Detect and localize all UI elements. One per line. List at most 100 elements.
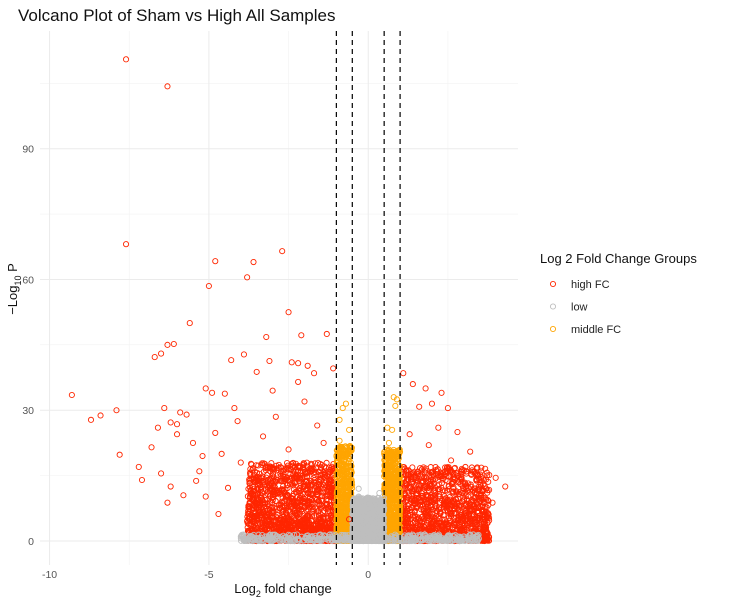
data-point [258, 515, 265, 522]
data-point [326, 502, 333, 509]
data-point [269, 514, 276, 521]
data-point [283, 492, 290, 499]
data-point [269, 464, 277, 471]
data-point [255, 462, 262, 469]
data-point [319, 493, 326, 500]
data-point [276, 524, 283, 531]
data-point [258, 495, 265, 502]
data-point [258, 486, 265, 493]
data-point [311, 468, 318, 475]
data-point [301, 525, 308, 532]
data-point [254, 515, 261, 522]
data-point [328, 463, 335, 470]
data-point [274, 512, 281, 519]
data-point [310, 522, 317, 529]
data-point [247, 472, 254, 479]
grid-major [40, 31, 518, 565]
data-point [293, 488, 300, 496]
data-point [258, 461, 265, 468]
data-point [436, 515, 443, 523]
data-point [290, 471, 297, 478]
data-point [321, 471, 328, 478]
data-point [273, 523, 281, 530]
data-point [409, 464, 416, 471]
data-point [272, 524, 279, 532]
data-point [328, 493, 335, 500]
data-point [290, 513, 297, 520]
data-point [296, 521, 303, 528]
data-point [278, 517, 285, 524]
data-point [316, 475, 323, 483]
data-point [283, 505, 290, 512]
data-point [291, 507, 299, 515]
data-point [316, 513, 323, 520]
data-point [289, 463, 296, 470]
data-point [246, 484, 253, 491]
data-point [320, 509, 327, 516]
data-point [301, 460, 308, 467]
data-point [263, 496, 270, 503]
data-point [298, 506, 305, 513]
data-point [297, 463, 304, 470]
data-point [328, 482, 335, 489]
data-point [278, 464, 285, 471]
data-point [259, 523, 266, 530]
data-point [329, 485, 336, 492]
data-point [276, 501, 283, 508]
data-point [319, 526, 326, 533]
data-point [272, 497, 279, 504]
data-point [284, 493, 291, 500]
data-point [293, 502, 300, 509]
data-point [304, 526, 311, 533]
data-point [304, 489, 311, 496]
data-point [290, 490, 297, 497]
data-point [300, 495, 307, 502]
data-point [254, 486, 261, 493]
data-point [246, 478, 253, 485]
data-point [253, 469, 260, 476]
data-point [305, 468, 312, 476]
data-point [290, 498, 297, 505]
data-point [293, 473, 300, 480]
data-point [286, 477, 293, 484]
data-point [245, 507, 252, 514]
data-point [255, 525, 262, 532]
data-point [282, 465, 289, 472]
data-point [290, 500, 297, 507]
data-point [250, 485, 258, 492]
data-point [261, 460, 268, 467]
data-point [272, 518, 279, 525]
data-point [244, 520, 251, 527]
data-point [272, 484, 279, 491]
data-point [313, 505, 320, 512]
data-point [323, 497, 330, 504]
data-point [312, 460, 319, 467]
data-point [250, 465, 257, 472]
data-point [266, 464, 274, 471]
data-point [265, 522, 272, 530]
data-point [252, 521, 259, 528]
data-point [256, 470, 263, 477]
data-point [260, 501, 267, 508]
data-point [265, 511, 272, 518]
data-point [251, 519, 258, 526]
data-point [268, 486, 275, 493]
data-point [279, 473, 286, 480]
data-point [307, 477, 314, 484]
data-point [293, 467, 300, 474]
data-point [245, 521, 253, 528]
data-point [279, 509, 286, 516]
data-point [308, 497, 315, 504]
data-point [320, 503, 327, 510]
data-point [282, 486, 289, 493]
data-point [262, 481, 269, 488]
data-point [252, 498, 259, 505]
data-point [304, 514, 311, 521]
data-point [270, 478, 277, 485]
data-point [322, 464, 329, 471]
data-point [271, 517, 278, 524]
data-point [283, 482, 290, 489]
data-point [283, 459, 291, 467]
data-point [292, 479, 299, 486]
